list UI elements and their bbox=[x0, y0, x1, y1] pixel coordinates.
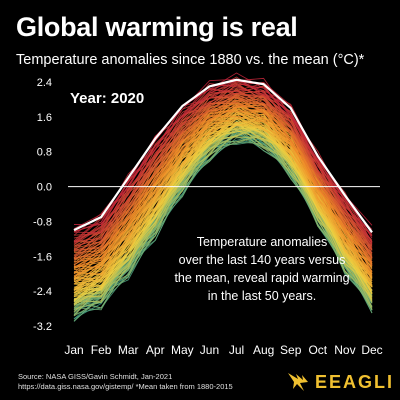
source-line-2: https://data.giss.nasa.gov/gistemp/ *Mea… bbox=[18, 382, 233, 391]
x-tick-label: Aug bbox=[253, 343, 274, 357]
x-tick-label: Nov bbox=[334, 343, 355, 357]
series-line-2016 bbox=[73, 81, 373, 237]
logo-text: EEAGLI bbox=[315, 371, 395, 392]
y-tick-label: -3.2 bbox=[33, 321, 52, 333]
annotation-line: in the last 50 years. bbox=[208, 289, 316, 303]
x-tick-label: Dec bbox=[361, 343, 382, 357]
series-line-2011 bbox=[73, 76, 373, 233]
year-label: Year: 2020 bbox=[70, 90, 144, 107]
page-title: Global warming is real bbox=[16, 12, 298, 42]
series-line-2014 bbox=[73, 83, 373, 243]
chart-annotation: Temperature anomalies over the last 140 y… bbox=[174, 235, 349, 303]
series-line-2002 bbox=[73, 85, 373, 254]
source-line-1: Source: NASA GISS/Gavin Schmidt, Jan-202… bbox=[18, 372, 173, 381]
x-axis: Jan Feb Mar Apr May Jun Jul Aug Sep Oct Nov Dec bbox=[64, 343, 382, 357]
source-note: Source: NASA GISS/Gavin Schmidt, Jan-202… bbox=[18, 372, 233, 392]
y-tick-label: 0.0 bbox=[37, 182, 52, 194]
page-subtitle: Temperature anomalies since 1880 vs. the… bbox=[16, 52, 365, 68]
series-line-2020 bbox=[73, 78, 373, 233]
y-tick-label: 0.8 bbox=[37, 147, 52, 159]
series-line-1968 bbox=[73, 109, 373, 269]
eagle-icon bbox=[288, 373, 308, 391]
annotation-line: the mean, reveal rapid warming bbox=[174, 271, 349, 285]
x-tick-label: Mar bbox=[118, 343, 139, 357]
series-line-1974 bbox=[73, 97, 373, 266]
series-line-1973 bbox=[73, 104, 373, 279]
x-tick-label: Jan bbox=[64, 343, 83, 357]
y-tick-label: -1.6 bbox=[33, 251, 52, 263]
x-tick-label: Apr bbox=[146, 343, 165, 357]
x-tick-label: Jun bbox=[200, 343, 219, 357]
y-tick-label: 2.4 bbox=[37, 77, 52, 89]
anomaly-curves bbox=[73, 72, 373, 322]
x-tick-label: May bbox=[171, 343, 194, 357]
x-tick-label: Jul bbox=[229, 343, 244, 357]
x-tick-label: Feb bbox=[91, 343, 112, 357]
y-tick-label: 1.6 bbox=[37, 112, 52, 124]
annotation-line: over the last 140 years versus bbox=[179, 253, 346, 267]
y-tick-label: -2.4 bbox=[33, 286, 52, 298]
highlight-curve bbox=[73, 78, 373, 233]
annotation-line: Temperature anomalies bbox=[197, 235, 328, 249]
y-tick-label: -0.8 bbox=[33, 216, 52, 228]
series-line-1949 bbox=[73, 116, 373, 283]
x-tick-label: Sep bbox=[280, 343, 302, 357]
brand-logo: EEAGLI bbox=[286, 371, 394, 393]
x-tick-label: Oct bbox=[308, 343, 327, 357]
y-axis: 2.4 1.6 0.8 0.0 -0.8 -1.6 -2.4 -3.2 bbox=[33, 77, 52, 333]
